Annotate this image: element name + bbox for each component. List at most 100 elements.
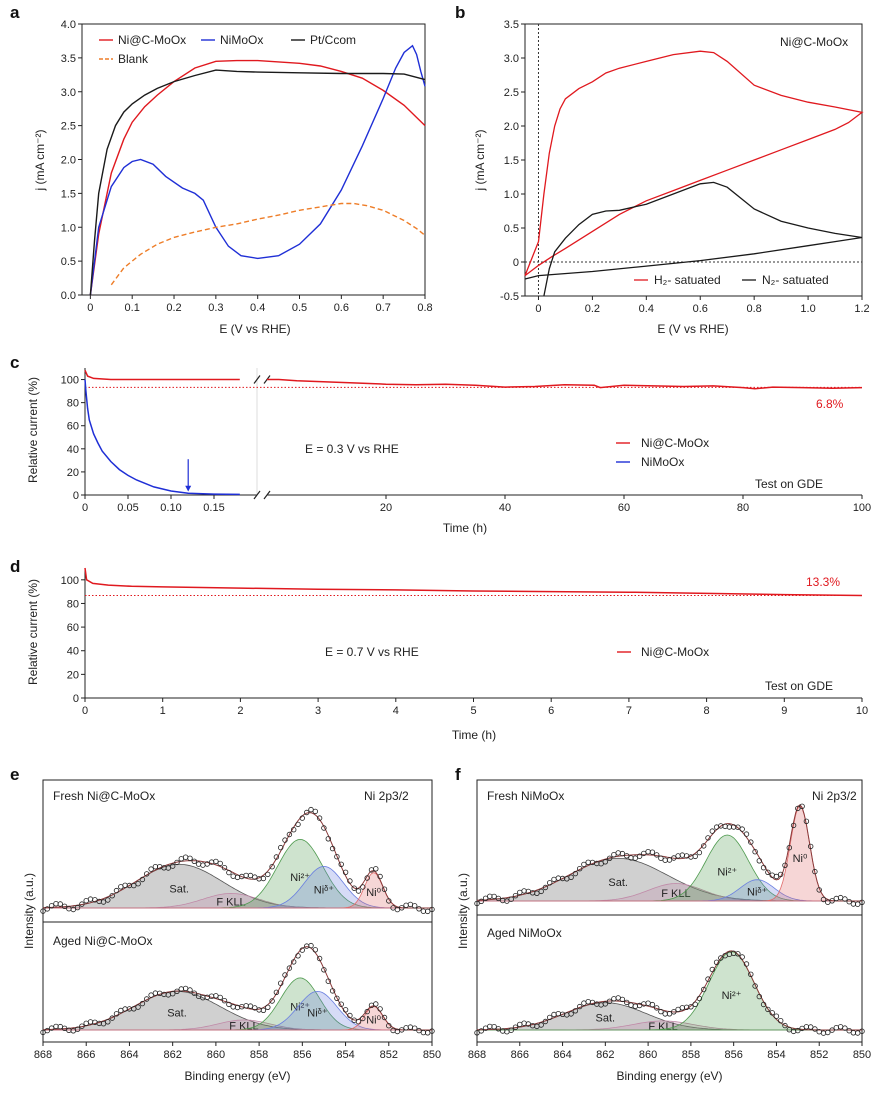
panel-e-fresh-peak-label: Ni⁰ [366,887,381,899]
panel-f-aged-data-point [649,1001,656,1008]
panel-f-aged-data-point [619,996,626,1003]
panel-a-ytick-label: 3.0 [61,87,76,99]
panel-f-xtick-label: 866 [511,1049,529,1061]
panel-e-fresh-data-point [57,901,63,907]
panel-f-fresh-data-point [534,890,540,896]
panel-a-series-red [89,59,426,296]
panel-f-fresh-peak-label: Ni⁰ [793,853,808,865]
panel-f-aged-data-point [547,1014,553,1021]
panel-f-fresh-data-point [679,852,685,858]
panel-f-aged-data-point [551,1011,557,1018]
panel-e-fresh-data-point [191,858,197,864]
panel-f-fresh-data-point [692,853,698,860]
panel-e-fresh-data-point [334,854,340,860]
panel-e-fresh-data-point [429,906,435,913]
panel-d-ytick-label: 80 [67,598,79,610]
panel-f-aged-data-point [585,999,591,1005]
panel-e-aged-data-point [360,1015,366,1022]
panel-e-aged-data-point [347,1012,353,1019]
panel-c-ytick-label: 20 [67,467,79,479]
panel-e-xtick-label: 850 [423,1049,441,1061]
panel-f-aged-data-point [705,976,711,982]
panel-e-fresh-data-point [217,860,223,867]
panel-f-fresh-data-point [619,850,626,857]
panel-e-fresh-data-point [113,887,120,894]
panel-a-legend-label: Ni@C-MoOx [118,33,186,47]
panel-d-legend-label: Ni@C-MoOx [641,645,709,659]
panel-f-aged-data-point [478,1028,484,1034]
panel-a-ytick-label: 0.0 [61,290,76,302]
panel-e-fresh-data-point [286,831,293,838]
panel-d-ytick-label: 0 [73,693,79,705]
panel-e-fresh-data-point [386,898,392,904]
panel-e-aged-data-point [278,980,284,986]
panel-f-aged-data-point [846,1027,852,1034]
panel-d-xtick-label: 9 [781,705,787,717]
panel-e-fresh-data-point [403,902,409,908]
panel-e-fresh-data-point [230,873,236,879]
panel-e-aged-data-point [429,1028,435,1034]
panel-a-xtick-label: 0 [87,302,93,314]
panel-e-fresh-envelope [42,812,432,909]
panel-f-fresh-data-point [542,884,549,891]
panel-e-xtick-label: 864 [120,1049,138,1061]
panel-f-fresh-data-point [816,887,822,893]
panel-f-aged-data-point [606,998,613,1004]
panel-a-ytick-label: 3.5 [61,53,76,65]
panel-e-fresh-data-point [355,888,362,894]
panel-b-xtick-label: 1.0 [800,303,815,315]
panel-f-aged-data-point [688,1004,694,1010]
panel-f-fresh-data-point [795,805,801,812]
panel-a-series-orange [110,202,426,286]
panel-a-xtick-label: 0.3 [208,302,223,314]
panel-e-aged-label: Aged Ni@C-MoOx [53,934,153,948]
panel-f-aged-data-point [555,1011,561,1017]
panel-f-fresh-data-point [538,888,544,895]
panel-f-fresh-data-point [581,861,587,868]
panel-f-aged-data-point [577,1003,583,1010]
panel-d-xtick-label: 3 [315,705,321,717]
panel-e-fresh-data-point [53,901,59,907]
panel-e-fresh-data-point [135,881,141,887]
panel-d-xtick-label: 4 [393,705,399,717]
panel-e-fresh-data-point [351,885,357,891]
panel-c-series-left-blue [84,379,240,496]
panel-f-aged-peak-label: Ni²⁺ [722,990,742,1002]
panel-e-fresh-data-point [243,872,249,879]
panel-e-aged-data-point [187,987,193,993]
panel-e-fresh-data-point [338,861,344,867]
panel-f-fresh-data-point [568,874,574,880]
panel-f-fresh-data-point [504,898,510,904]
panel-c-ytick-label: 0 [73,490,79,502]
panel-f-aged-data-point [654,1005,660,1011]
panel-e-aged-data-point [221,998,228,1004]
panel-e-aged-data-point [412,1025,418,1031]
panel-e-fresh-data-point [200,862,206,868]
panel-d-chart: 0 20 40 60 80 100 0 1 2 3 4 5 6 7 8 9 10 Time (h) Relative… [26,567,868,742]
panel-f-fresh-data-point [675,853,681,859]
panel-b-xtick-label: 0.4 [639,303,654,315]
panel-f-fresh-data-point [624,853,630,859]
panel-c-xtick-label: 0.15 [203,502,224,514]
panel-d-test-note: Test on GDE [765,679,833,693]
panel-e-aged-data-point [217,994,223,1001]
panel-f-xtick-label: 864 [553,1049,571,1061]
panel-b-xtick-label: 1.2 [854,303,869,315]
panel-f-letter: f [455,765,461,784]
panel-a-ytick-label: 4.0 [61,19,76,31]
panel-e-xtick-label: 868 [34,1049,52,1061]
panel-f-fresh-data-point [833,895,839,902]
panel-a-ylabel: j (mA cm⁻²) [33,130,47,192]
panel-f-aged-data-point [837,1024,844,1030]
panel-d-xtick-label: 10 [856,705,868,717]
panel-e-aged-data-point [44,1027,50,1034]
panel-e-fresh-data-point [299,815,305,821]
panel-e-aged-data-point [139,1000,146,1007]
panel-e-aged-data-point [174,988,180,994]
panel-f-xtick-label: 850 [853,1049,871,1061]
panel-f-aged-data-point [632,1003,638,1009]
panel-b-chart: -0.5 0 0.5 1.0 1.5 2.0 2.5 3.0 3.5 0 0.2 0.4 0.6 0.8 1… [473,19,870,336]
panel-f-aged-data-point [538,1022,544,1028]
panel-e-fresh-data-point [316,815,323,821]
panel-b-annotation: Ni@C-MoOx [780,35,848,49]
